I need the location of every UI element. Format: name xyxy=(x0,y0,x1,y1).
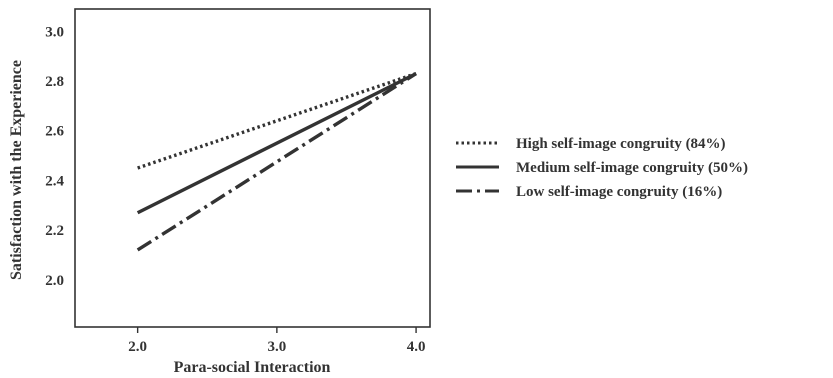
legend-label: Low self-image congruity (16%) xyxy=(516,184,722,200)
y-tick-label: 2.2 xyxy=(45,223,64,239)
y-tick-label: 3.0 xyxy=(45,24,64,40)
y-tick-label: 2.0 xyxy=(45,273,64,289)
series-line-dashdot xyxy=(136,72,417,252)
x-tick-label: 3.0 xyxy=(267,339,286,355)
x-tick-label: 2.0 xyxy=(128,339,147,355)
y-tick-label: 2.6 xyxy=(45,124,64,140)
series-lines xyxy=(136,71,417,252)
series-line-dotted xyxy=(137,71,417,170)
series-line-solid xyxy=(136,72,417,215)
x-tick-label: 4.0 xyxy=(407,339,426,355)
y-axis-title: Satisfaction with the Experience xyxy=(8,60,25,280)
y-axis-ticks: 2.0 2.2 2.4 2.6 2.8 3.0 xyxy=(45,24,64,288)
x-axis-title: Para-social Interaction xyxy=(174,359,331,376)
y-tick-label: 2.8 xyxy=(45,74,64,90)
plot-frame xyxy=(74,8,431,328)
legend-label: High self-image congruity (84%) xyxy=(516,136,726,152)
y-tick-label: 2.4 xyxy=(45,173,64,189)
legend-label: Medium self-image congruity (50%) xyxy=(516,160,748,176)
x-axis-ticks: 2.0 3.0 4.0 xyxy=(128,327,425,355)
legend: High self-image congruity (84%) Medium se… xyxy=(456,136,748,200)
